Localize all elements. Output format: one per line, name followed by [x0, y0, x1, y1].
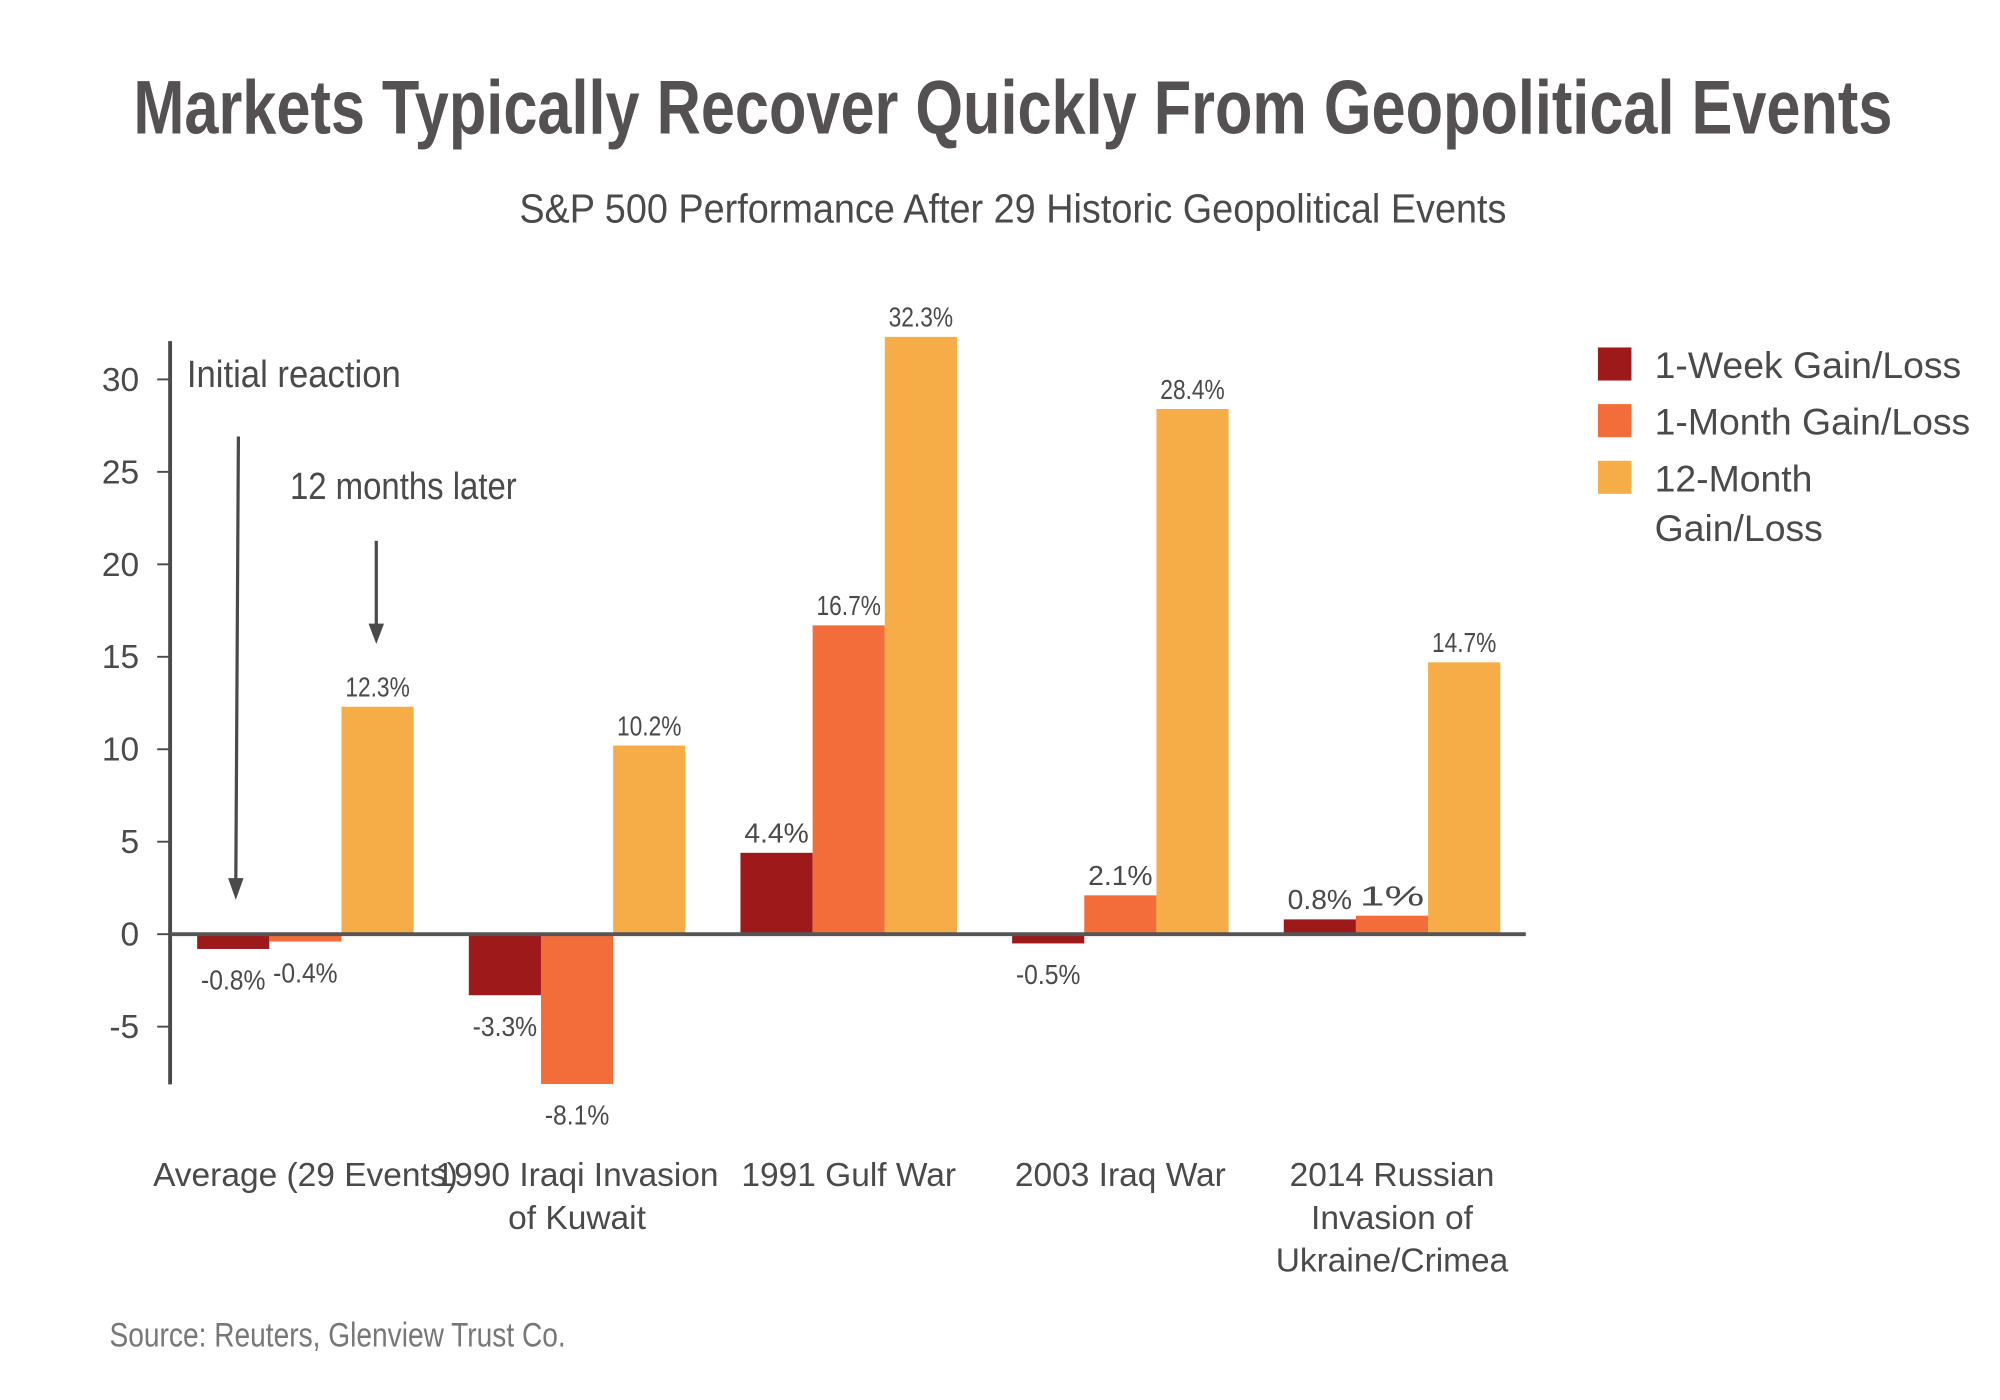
arrow-down-icon	[228, 436, 244, 900]
bar	[341, 706, 414, 935]
data-label: 2.1%	[1088, 859, 1152, 891]
data-label: 4.4%	[744, 817, 808, 849]
x-category-label: Ukraine/Crimea	[1276, 1243, 1509, 1280]
chart-title: Markets Typically Recover Quickly From G…	[133, 65, 1892, 150]
data-label: -8.1%	[545, 1099, 609, 1131]
legend: 1-Week Gain/Loss 1-Month Gain/Loss 12-Mont…	[1597, 344, 1971, 549]
data-label: 0.8%	[1288, 883, 1352, 915]
y-tick-label: 10	[102, 732, 139, 769]
y-tick-label: 5	[121, 824, 140, 861]
data-label: -0.8%	[201, 964, 265, 996]
bar	[468, 934, 541, 996]
data-label: 1%	[1360, 880, 1424, 912]
legend-label: Gain/Loss	[1655, 507, 1823, 549]
annotation-initial-reaction: Initial reaction	[187, 353, 401, 396]
bar	[1012, 934, 1085, 944]
x-category-label: Average (29 Events)	[153, 1157, 458, 1194]
legend-swatch	[1597, 404, 1632, 438]
chart-subtitle: S&P 500 Performance After 29 Historic Ge…	[519, 186, 1506, 232]
x-category-label: 2003 Iraq War	[1015, 1157, 1226, 1194]
y-tick-label: 20	[102, 547, 139, 584]
x-axis-categories: Average (29 Events)1990 Iraqi Invasion of…	[153, 1157, 1509, 1279]
bar	[1355, 915, 1429, 935]
bar	[740, 852, 813, 935]
x-category-label: 2014 Russian	[1290, 1157, 1495, 1194]
arrow-down-icon	[368, 540, 385, 644]
x-category-label: of Kuwait	[508, 1200, 646, 1237]
y-axis-ticks: 30 25 20 15 10 5 0 -5	[102, 362, 171, 1046]
annotation-12-months-later: 12 months later	[290, 465, 517, 508]
y-tick-label: 15	[102, 639, 139, 676]
bar	[540, 934, 614, 1084]
bar	[1283, 919, 1356, 935]
y-tick-label: 25	[102, 454, 139, 491]
x-category-label: Invasion of	[1311, 1200, 1474, 1237]
x-category-label: 1990 Iraqi Invasion	[436, 1157, 719, 1194]
bar	[613, 745, 686, 935]
legend-swatch	[1597, 460, 1632, 494]
y-tick-label: 30	[102, 362, 139, 399]
bar	[1084, 895, 1157, 935]
y-tick-label: -5	[109, 1009, 139, 1046]
data-label: 14.7%	[1432, 626, 1496, 658]
legend-label: 1-Month Gain/Loss	[1655, 401, 1971, 443]
bars	[197, 336, 1501, 1084]
data-label: 28.4%	[1160, 373, 1224, 405]
y-tick-label: 0	[121, 917, 140, 954]
data-label: -0.4%	[273, 956, 337, 988]
source-note: Source: Reuters, Glenview Trust Co.	[110, 1317, 566, 1355]
data-label: 32.3%	[889, 301, 953, 333]
bar	[1428, 662, 1501, 935]
bar	[812, 625, 885, 935]
legend-label: 1-Week Gain/Loss	[1655, 344, 1962, 386]
data-label: 10.2%	[617, 710, 681, 742]
legend-swatch	[1597, 347, 1632, 381]
data-label: -3.3%	[473, 1010, 537, 1042]
data-label: -0.5%	[1016, 958, 1080, 990]
data-label: 12.3%	[345, 671, 409, 703]
bar	[197, 934, 270, 949]
data-labels: -0.8% -0.4% 12.3% -3.3% -8.1% 10.2% 4.4% 16.7% 3…	[201, 301, 1496, 1131]
data-label: 16.7%	[816, 589, 880, 621]
bar	[269, 934, 342, 942]
x-category-label: 1991 Gulf War	[741, 1157, 956, 1194]
bar	[1156, 408, 1229, 935]
bar	[884, 336, 957, 935]
legend-label: 12-Month	[1655, 457, 1813, 499]
